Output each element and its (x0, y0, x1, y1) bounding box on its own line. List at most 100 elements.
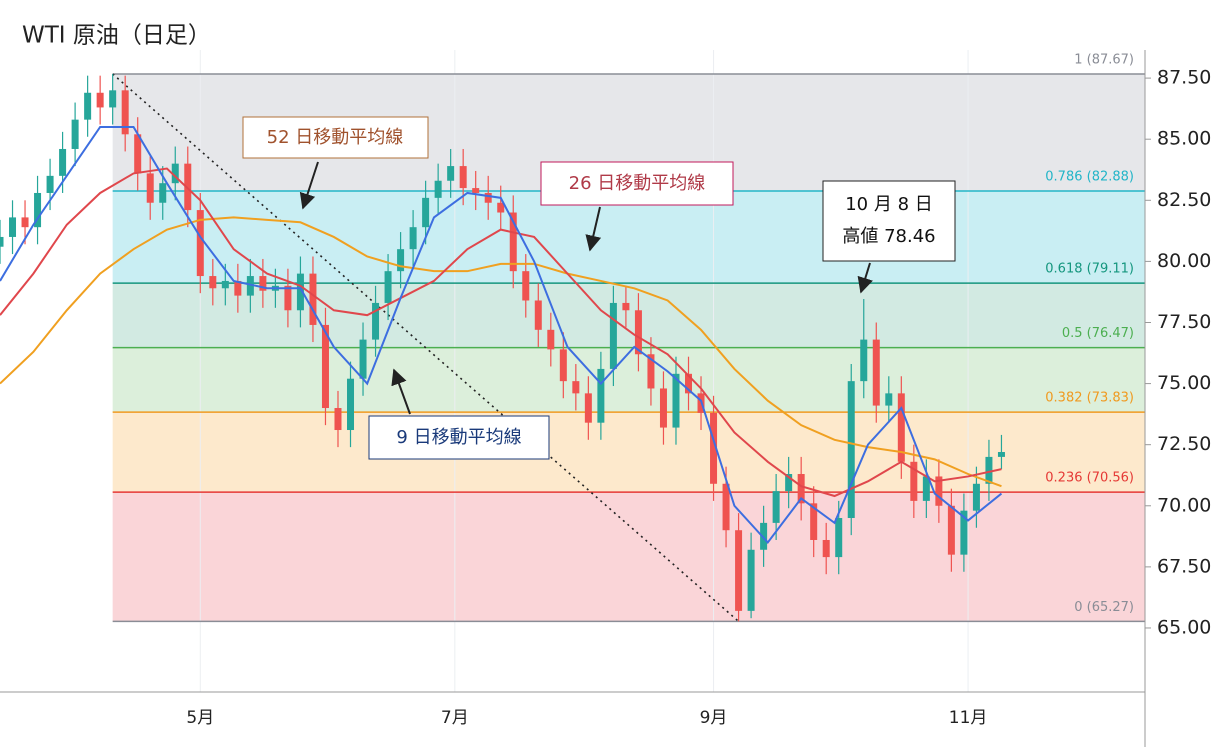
annotation-ma9: 9 日移動平均線 (368, 368, 550, 460)
y-tick-label: 75.00 (1157, 372, 1211, 394)
fib-label: 0.5 (76.47) (1062, 326, 1134, 341)
candle-body (472, 188, 480, 193)
candle-body (184, 163, 192, 211)
x-tick-label: 7月 (441, 708, 469, 728)
plot-area: 1 (87.67) 0.786 (82.88) 0.618 (79.11) 0.5 (… (0, 50, 1146, 692)
candle-body (822, 539, 830, 558)
y-tick-label: 70.00 (1157, 494, 1211, 516)
candle-body (634, 310, 642, 355)
annotation-text: 52 日移動平均線 (267, 127, 404, 148)
candle-body (760, 522, 768, 550)
candle-body (772, 491, 780, 523)
annotation-text: 10 月 8 日 (845, 194, 933, 215)
candle-body (59, 148, 67, 176)
annotation-text: 高値 78.46 (842, 226, 935, 247)
candle-body (910, 461, 918, 501)
candle-body (34, 192, 42, 228)
candle-body (947, 505, 955, 555)
candle-body (885, 393, 893, 406)
candle-body (659, 388, 667, 428)
fib-label: 0.382 (73.83) (1045, 391, 1134, 406)
annotation-box (368, 415, 550, 460)
y-tick-label: 80.00 (1157, 250, 1211, 272)
arrow (391, 368, 411, 415)
annotation-ma52: 52 日移動平均線 (242, 116, 429, 210)
candle-body (246, 276, 254, 296)
y-tick-label: 67.50 (1157, 555, 1211, 577)
fib-band (112, 347, 1146, 413)
candle-body (209, 276, 217, 289)
candle-body (109, 90, 117, 108)
y-tick-label: 87.50 (1157, 67, 1211, 89)
candle-body (171, 163, 179, 184)
candle-body (547, 329, 555, 350)
candle-body (559, 349, 567, 382)
arrow (857, 262, 873, 294)
candle-body (810, 503, 818, 540)
candle-body (409, 227, 417, 250)
candle-body (334, 408, 342, 431)
candle-body (534, 300, 542, 330)
y-tick-label: 85.00 (1157, 128, 1211, 150)
candle-body (21, 217, 29, 228)
candle-body (434, 180, 442, 198)
candle-body (960, 510, 968, 555)
y-tick-label: 82.50 (1157, 189, 1211, 211)
candle-body (647, 354, 655, 389)
fib-band (112, 492, 1146, 622)
x-tick-label: 11月 (949, 708, 988, 728)
candle-body (897, 393, 905, 462)
candle-body (447, 166, 455, 181)
fib-label: 0.618 (79.11) (1045, 262, 1134, 277)
candle-body (321, 324, 329, 409)
candle-body (422, 197, 430, 228)
candle-body (196, 210, 204, 277)
candle-body (509, 212, 517, 272)
candle-body (584, 393, 592, 423)
moving-average (0, 125, 1003, 544)
candle-body (597, 368, 605, 423)
annotation-box (822, 180, 956, 262)
candle-body (146, 173, 154, 203)
candle-body (935, 476, 943, 506)
candle-body (159, 183, 167, 203)
candle-body (622, 302, 630, 311)
fib-label: 1 (87.67) (1074, 52, 1134, 67)
fib-label: 0 (65.27) (1074, 600, 1134, 615)
candle-body (259, 276, 267, 291)
candle-body (359, 339, 367, 379)
candle-body (847, 381, 855, 518)
candle-body (497, 202, 505, 213)
candle-body (284, 285, 292, 311)
candle-body (459, 166, 467, 189)
x-tick-label: 9月 (700, 708, 728, 728)
trendline (112, 73, 740, 622)
candle-body (710, 412, 718, 484)
moving-average (0, 216, 1002, 488)
candle-body (609, 302, 617, 369)
y-tick-label: 72.50 (1157, 433, 1211, 455)
fib-band (112, 283, 1146, 348)
y-tick-label: 77.50 (1157, 311, 1211, 333)
candle-body (84, 92, 92, 120)
candle-body (9, 217, 17, 237)
annotation-text: 26 日移動平均線 (569, 173, 706, 194)
annotation-text: 9 日移動平均線 (396, 427, 521, 448)
moving-average (0, 167, 1002, 498)
candle-body (309, 273, 317, 325)
y-tick-label: 65.00 (1157, 616, 1211, 638)
candle-body (672, 373, 680, 428)
candle-body (785, 474, 793, 492)
candle-body (972, 483, 980, 511)
candle-body (221, 280, 229, 289)
candle-body (121, 90, 129, 135)
candle-body (96, 92, 104, 108)
candle-body (397, 249, 405, 272)
candle-body (722, 483, 730, 531)
candle-body (134, 134, 142, 174)
chart-title: WTI 原油（日足） (22, 23, 211, 49)
arrow (585, 206, 602, 252)
annotation-box (242, 116, 429, 159)
candle-body (872, 339, 880, 406)
